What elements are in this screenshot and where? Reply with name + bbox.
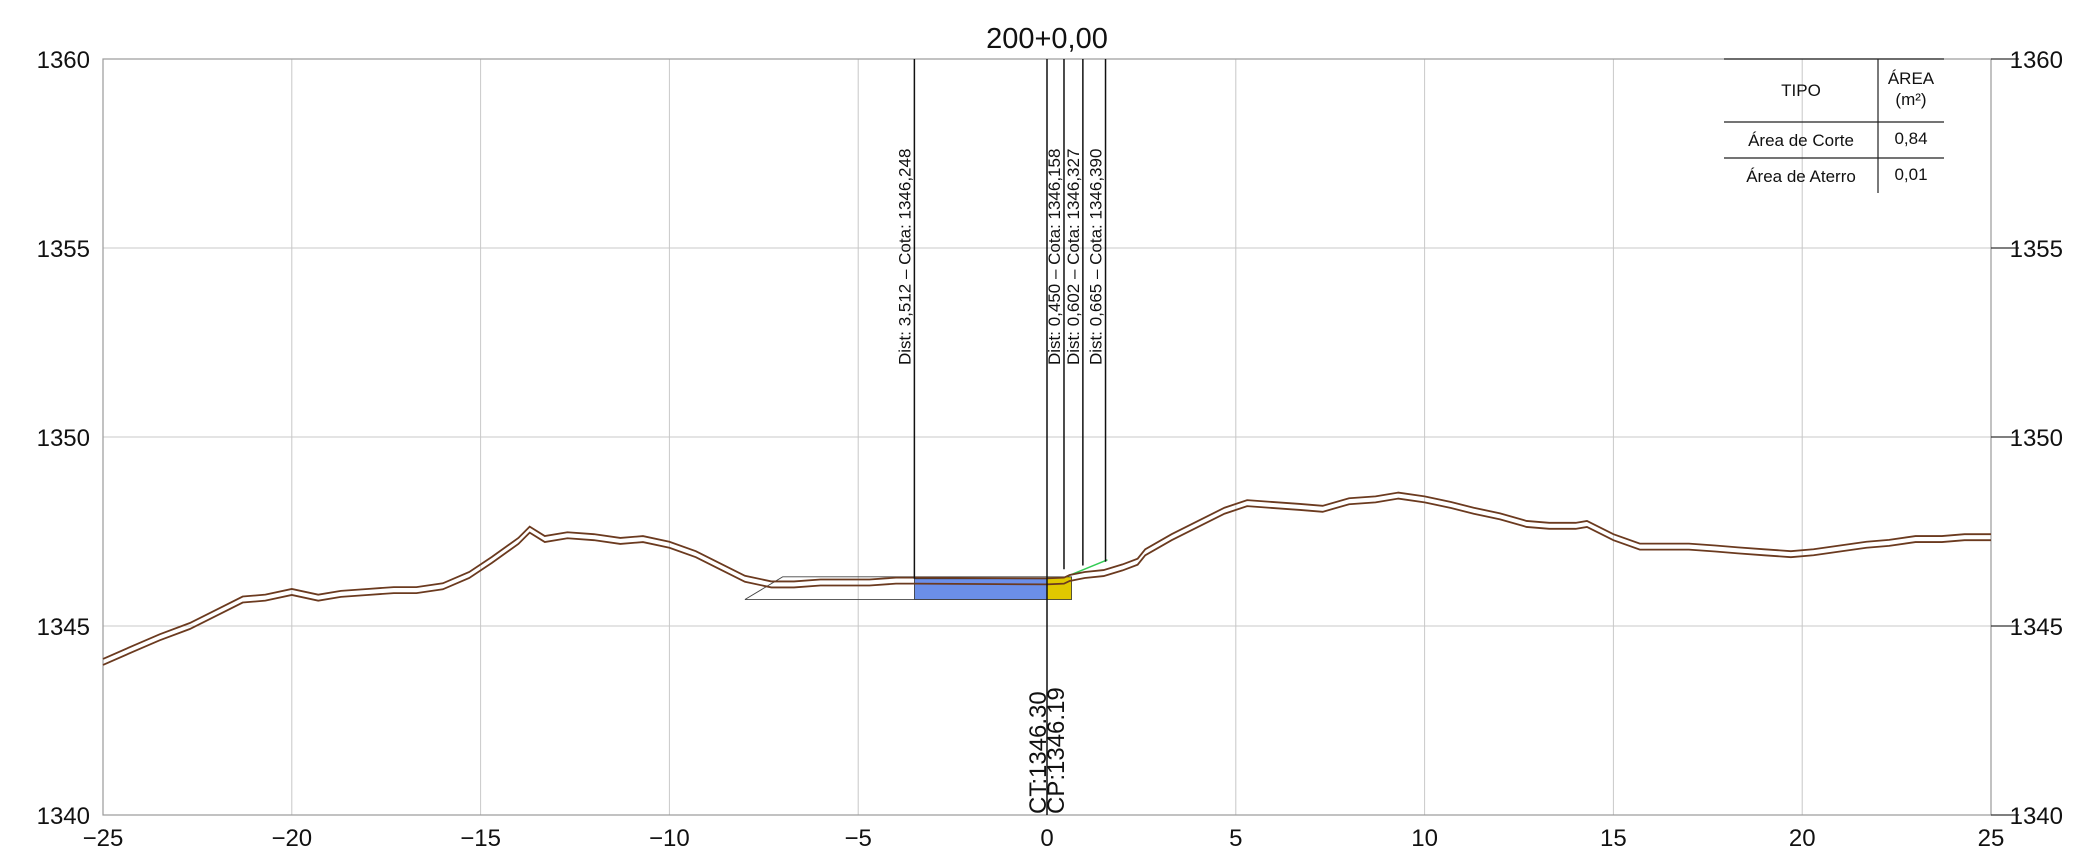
table-row-corte-value: 0,84 — [1894, 129, 1927, 148]
marker-layer: Dist: 3,512 – Cota: 1346,248 Dist: 0,450 … — [895, 59, 1107, 815]
terrain-layer — [102, 491, 1991, 666]
y-tick-label-right: 1340 — [2010, 803, 2063, 830]
marker-label: Dist: 0,450 – Cota: 1346,158 — [1045, 149, 1064, 365]
y-tick-label-left: 1350 — [37, 425, 90, 452]
table-header-area: ÁREA — [1888, 69, 1935, 88]
y-tick-label-left: 1360 — [37, 47, 90, 74]
x-tick-label: 10 — [1411, 825, 1438, 852]
x-tick-label: 20 — [1789, 825, 1816, 852]
y-tick-label-right: 1355 — [2010, 236, 2063, 263]
terrain-line-lower — [102, 497, 1991, 666]
x-tick-label: −10 — [649, 825, 690, 852]
area-table: TIPO ÁREA (m²) Área de Corte 0,84 Área d… — [1724, 58, 1944, 193]
y-tick-label-right: 1360 — [2010, 47, 2063, 74]
x-tick-label: −20 — [271, 825, 312, 852]
x-tick-label: −5 — [845, 825, 872, 852]
y-tick-label-right: 1345 — [2010, 614, 2063, 641]
table-row-aterro-label: Área de Aterro — [1746, 167, 1856, 186]
area-layer — [744, 559, 1108, 600]
y-tick-label-right: 1350 — [2010, 425, 2063, 452]
marker-label: Dist: 3,512 – Cota: 1346,248 — [895, 149, 914, 365]
x-tick-label: 5 — [1229, 825, 1242, 852]
template-outline — [744, 576, 1047, 600]
cut-area — [914, 578, 1048, 600]
station-title: 200+0,00 — [986, 23, 1108, 55]
x-tick-label: 15 — [1600, 825, 1627, 852]
marker-label: Dist: 0,602 – Cota: 1346,327 — [1064, 149, 1083, 365]
x-tick-label: 25 — [1978, 825, 2005, 852]
y-tick-label-left: 1355 — [37, 236, 90, 263]
terrain-line-upper — [102, 491, 1991, 660]
center-label: CP:1346.19 — [1043, 687, 1070, 814]
tick-labels: −25 −20 −15 −10 −5 0 5 10 15 20 251340134513501355… — [37, 47, 2063, 852]
x-tick-label: −15 — [460, 825, 501, 852]
table-header-unit: (m²) — [1895, 90, 1926, 109]
x-tick-label: 0 — [1040, 825, 1053, 852]
y-tick-label-left: 1340 — [37, 803, 90, 830]
marker-label: Dist: 0,665 – Cota: 1346,390 — [1087, 149, 1106, 365]
fill-area — [1046, 576, 1072, 600]
center-label: CT:1346.30 — [1025, 691, 1052, 814]
table-header-tipo: TIPO — [1781, 81, 1821, 100]
table-row-corte-label: Área de Corte — [1748, 131, 1854, 150]
y-tick-label-left: 1345 — [37, 614, 90, 641]
x-tick-label: −25 — [83, 825, 124, 852]
table-row-aterro-value: 0,01 — [1894, 165, 1927, 184]
